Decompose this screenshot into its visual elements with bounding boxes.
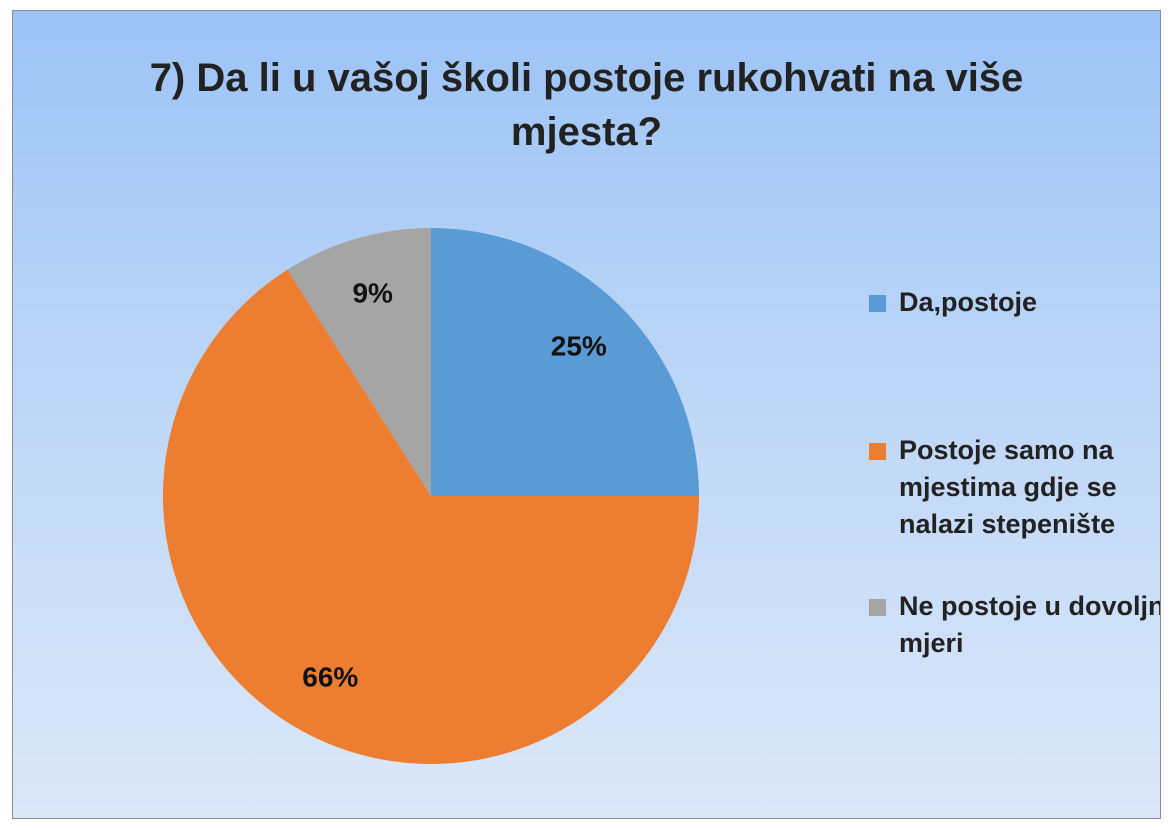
legend-entry: Da,postoje: [869, 284, 1160, 321]
chart-title: 7) Da li u vašoj školi postoje rukohvati…: [149, 56, 1024, 154]
legend-label: Ne postoje u dovoljnoj mjeri: [899, 591, 1161, 658]
legend-label: Postoje samo na mjestima gdje se nalazi …: [899, 435, 1117, 539]
legend-entry: Postoje samo na mjestima gdje se nalazi …: [869, 432, 1160, 543]
pie-slice: [287, 228, 431, 496]
pie-slice: [431, 228, 699, 496]
data-label: 9%: [352, 278, 393, 309]
pie-slice: [163, 269, 699, 764]
pie-area: 25% 66% 9%: [163, 228, 699, 764]
legend-swatch: [869, 295, 886, 312]
chart: 7) Da li u vašoj školi postoje rukohvati…: [12, 10, 1161, 819]
data-label: 25%: [551, 331, 607, 362]
legend-swatch: [869, 599, 886, 616]
legend-entry: Ne postoje u dovoljnoj mjeri: [869, 588, 1161, 662]
legend-label: Da,postoje: [899, 287, 1038, 317]
legend-swatch: [869, 443, 886, 460]
data-label: 66%: [302, 662, 358, 693]
